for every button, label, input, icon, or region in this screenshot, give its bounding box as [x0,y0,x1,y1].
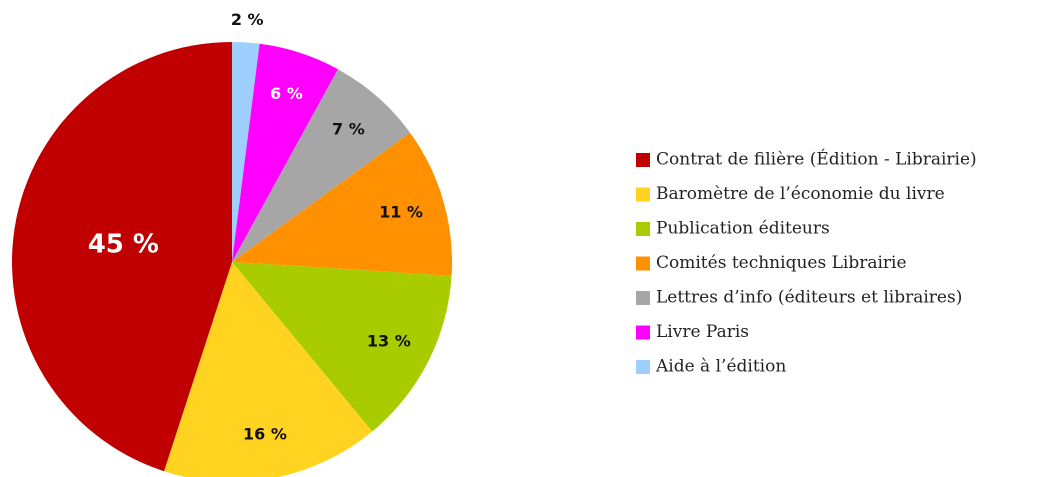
slice-label: 45 % [88,229,159,259]
legend-text: Lettres d’info (éditeurs et libraires) [656,288,962,308]
legend-text: Baromètre de l’économie du livre [656,184,945,204]
legend-text: Contrat de filière (Édition - Librairie) [656,149,977,170]
legend-swatch [636,256,650,271]
pie-slice [12,42,233,472]
legend-swatch [636,325,650,340]
slice-label: 13 % [367,331,411,350]
legend-text: Publication éditeurs [656,219,830,239]
slice-label: 11 % [379,202,423,221]
pie-slice [164,262,373,477]
legend-swatch [636,187,650,202]
legend-swatch [636,360,650,374]
legend-swatch [636,291,650,305]
slice-label: 6 % [270,84,303,103]
legend-swatch [636,222,650,236]
slice-label: 2 % [231,10,264,29]
legend-text: Comités techniques Librairie [656,253,907,273]
legend-swatch [636,153,650,167]
slice-label: 16 % [243,424,287,443]
pie-slice [232,42,260,262]
pie-slice [232,43,338,262]
pie-slice [232,69,410,263]
legend-text: Aide à l’édition [655,357,786,377]
pie-slice [232,132,453,276]
legend-text: Livre Paris [656,322,749,342]
pie-slice [232,262,452,432]
slice-label: 7 % [332,119,365,138]
